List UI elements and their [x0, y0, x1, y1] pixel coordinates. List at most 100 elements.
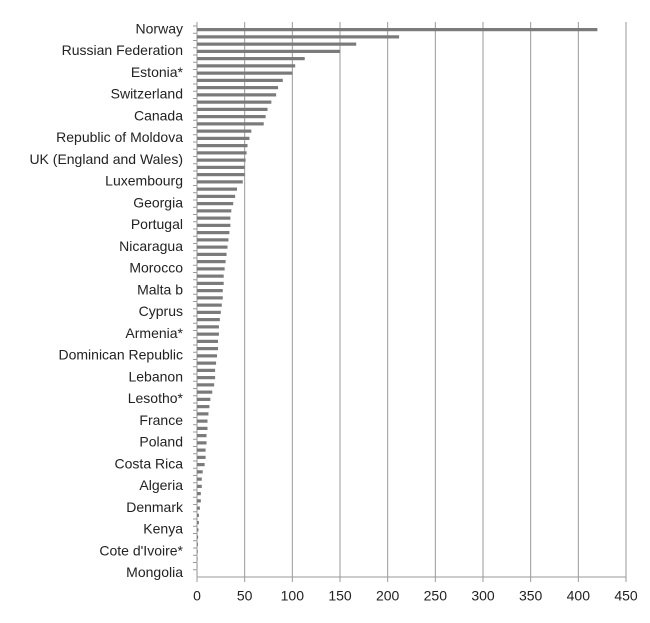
bar [197, 289, 223, 293]
bar [197, 260, 226, 264]
bar [197, 165, 245, 169]
bar [197, 405, 210, 409]
bar [197, 376, 216, 380]
y-tick-label: Cote d'Ivoire* [99, 542, 183, 558]
bar [197, 513, 199, 517]
bar [197, 484, 202, 488]
bar [197, 506, 200, 510]
x-tick-label: 250 [424, 588, 448, 604]
bar [197, 49, 340, 53]
y-tick-label: Cyprus [139, 303, 183, 319]
bar [197, 136, 250, 140]
bar [197, 325, 219, 329]
bar [197, 347, 218, 351]
y-tick-label: UK (England and Wales) [29, 151, 183, 167]
x-tick-label: 350 [519, 588, 543, 604]
y-tick-label: Poland [139, 434, 183, 450]
y-tick-label: Kenya [143, 521, 183, 537]
bar [197, 535, 199, 539]
x-tick-label: 0 [193, 588, 201, 604]
y-tick-label: Canada [134, 107, 183, 123]
bar [197, 93, 277, 97]
bar [197, 78, 283, 82]
bar [197, 521, 199, 525]
bar [197, 42, 357, 46]
y-tick-label: Dominican Republic [58, 347, 183, 363]
x-tick-label: 400 [567, 588, 591, 604]
bar [197, 354, 218, 358]
x-tick-label: 450 [614, 588, 638, 604]
bar [197, 151, 247, 155]
bar [197, 426, 208, 430]
y-tick-label: Mongolia [126, 564, 183, 580]
y-tick-label: Republic of Moldova [56, 129, 183, 145]
bar [197, 122, 264, 126]
bar [197, 194, 236, 198]
bar [197, 231, 230, 235]
bar [197, 216, 231, 220]
y-tick-label: Armenia* [125, 325, 183, 341]
bar [197, 550, 198, 554]
bar [197, 71, 293, 75]
x-tick-label: 150 [328, 588, 352, 604]
y-tick-label: Lebanon [128, 368, 183, 384]
bar [197, 492, 201, 496]
y-tick-label: Norway [136, 20, 183, 36]
bar [197, 107, 268, 111]
bar [197, 267, 225, 271]
bar [197, 390, 213, 394]
bar [197, 542, 198, 546]
y-tick-label: Nicaragua [119, 238, 183, 254]
bar [197, 28, 598, 32]
bar [197, 209, 232, 213]
bar [197, 310, 221, 314]
bar [197, 441, 207, 445]
bar [197, 434, 207, 438]
bar [197, 281, 224, 285]
x-tick-label: 200 [376, 588, 400, 604]
y-tick-label: Portugal [131, 216, 183, 232]
bar [197, 252, 227, 256]
bar [197, 86, 279, 90]
bar [197, 383, 215, 387]
bar [197, 332, 219, 336]
bar [197, 115, 266, 119]
bar [197, 397, 211, 401]
bar [197, 455, 206, 459]
bar [197, 100, 272, 104]
bar [197, 368, 216, 372]
bar [197, 274, 224, 278]
y-tick-label: Algeria [139, 477, 183, 493]
y-tick-label: Malta b [137, 281, 183, 297]
bar [197, 158, 246, 162]
bar [197, 303, 222, 307]
bar [197, 361, 217, 365]
bar [197, 180, 243, 184]
bar [197, 477, 202, 481]
bar [197, 129, 252, 133]
bar [197, 64, 296, 68]
bar [197, 499, 201, 503]
y-tick-label: Morocco [129, 260, 183, 276]
y-tick-label: Russian Federation [62, 42, 183, 58]
bar [197, 144, 248, 148]
y-tick-label: Costa Rica [115, 455, 184, 471]
y-tick-label: Switzerland [111, 86, 183, 102]
y-tick-label: Luxembourg [105, 173, 183, 189]
bar [197, 470, 203, 474]
x-tick-label: 300 [471, 588, 495, 604]
y-tick-label: Denmark [126, 499, 184, 515]
y-tick-label: Lesotho* [128, 390, 184, 406]
bar [197, 412, 209, 416]
bar [197, 448, 206, 452]
x-tick-label: 100 [281, 588, 305, 604]
bar [197, 296, 223, 300]
bar [197, 463, 205, 467]
bar [197, 339, 218, 343]
y-tick-label: Georgia [133, 194, 183, 210]
y-tick-label: France [139, 412, 183, 428]
bar [197, 57, 305, 61]
bar [197, 187, 238, 191]
bar [197, 419, 208, 423]
